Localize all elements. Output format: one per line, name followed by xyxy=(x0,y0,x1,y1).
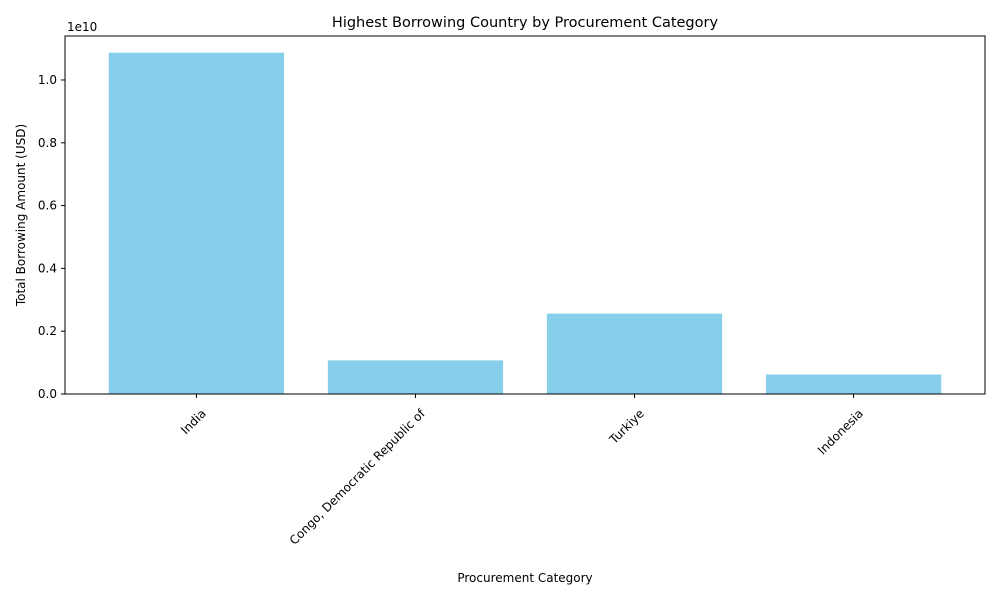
y-tick-label-0: 0.0 xyxy=(38,387,57,401)
y-axis-label: Total Borrowing Amount (USD) xyxy=(14,124,28,307)
y-ticks-group: 0.0 0.2 0.4 0.6 0.8 1.0 xyxy=(38,73,65,401)
bar-3 xyxy=(765,374,942,394)
x-tick-label-2: Turkiye xyxy=(606,406,647,447)
x-tick-label-1: Congo, Democratic Republic of xyxy=(287,406,429,548)
y-tick-label-3: 0.6 xyxy=(38,199,57,213)
bars-group xyxy=(108,52,942,394)
x-tick-label-3: Indonesia xyxy=(815,406,866,457)
plot-frame xyxy=(64,35,986,395)
y-tick-label-2: 0.4 xyxy=(38,261,57,275)
y-offset-label: 1e10 xyxy=(67,20,97,34)
bar-1 xyxy=(327,360,504,394)
x-axis-label: Procurement Category xyxy=(457,571,592,585)
chart-title: Highest Borrowing Country by Procurement… xyxy=(332,15,719,31)
y-tick-label-5: 1.0 xyxy=(38,73,57,87)
y-tick-label-4: 0.8 xyxy=(38,136,57,150)
bar-2 xyxy=(546,313,723,394)
x-ticks-group: India Congo, Democratic Republic of Turkiy… xyxy=(178,394,866,548)
bar-0 xyxy=(108,52,285,394)
x-tick-label-0: India xyxy=(178,406,209,437)
y-tick-label-1: 0.2 xyxy=(38,324,57,338)
